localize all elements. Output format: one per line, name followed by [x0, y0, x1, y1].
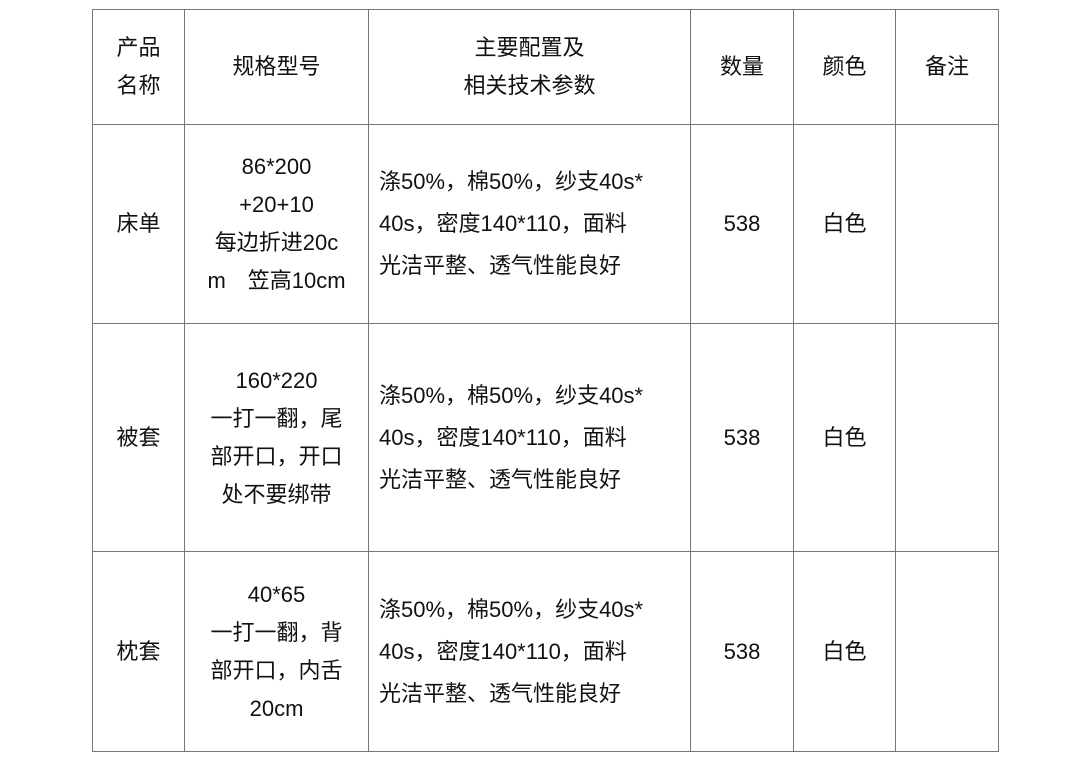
- cell-config: 涤50%，棉50%，纱支40s* 40s，密度140*110，面料 光洁平整、透气性…: [368, 551, 691, 752]
- cell-text: 白色: [822, 638, 867, 664]
- header-spec: 规格型号: [184, 9, 369, 125]
- cell-text: 涤50%，棉50%，纱支40s*: [379, 596, 644, 622]
- header-text: 主要配置及: [474, 35, 585, 60]
- cell-text: 一打一翻，尾: [210, 405, 343, 431]
- header-text: 数量: [719, 54, 764, 79]
- cell-text: 光洁平整、透气性能良好: [379, 466, 622, 492]
- cell-text: 部开口，开口: [210, 443, 343, 469]
- cell-remark: [895, 124, 999, 324]
- header-text: 备注: [924, 54, 969, 79]
- cell-text: 部开口，内舌: [210, 657, 343, 683]
- header-quantity: 数量: [690, 9, 794, 125]
- cell-text: 每边折进20c: [214, 230, 339, 255]
- cell-text: 40*65: [247, 581, 306, 607]
- header-row: 产品 名称 规格型号 主要配置及 相关技术参数 数量 颜色 备注: [92, 9, 999, 125]
- table-row: 被套 160*220 一打一翻，尾 部开口，开口 处不要绑带 涤50%，棉50%，纱支40…: [92, 323, 999, 552]
- cell-remark: [895, 323, 999, 552]
- cell-text: 涤50%，棉50%，纱支40s*: [379, 382, 644, 408]
- cell-text: 160*220: [235, 367, 318, 393]
- header-remark: 备注: [895, 9, 999, 125]
- cell-product-name: 枕套: [92, 551, 185, 752]
- cell-text: 一打一翻，背: [210, 619, 343, 645]
- cell-text: 白色: [822, 424, 867, 450]
- cell-product-name: 被套: [92, 323, 185, 552]
- cell-text: 40s，密度140*110，面料: [379, 211, 627, 236]
- header-text: 规格型号: [232, 54, 321, 79]
- product-spec-table: 产品 名称 规格型号 主要配置及 相关技术参数 数量 颜色 备注 床单 86*20…: [92, 9, 999, 752]
- cell-text: 床单: [116, 211, 161, 236]
- cell-text: 枕套: [116, 638, 161, 664]
- cell-color: 白色: [793, 323, 896, 552]
- cell-text: 涤50%，棉50%，纱支40s*: [379, 169, 644, 194]
- cell-text: 被套: [116, 424, 161, 450]
- cell-spec: 160*220 一打一翻，尾 部开口，开口 处不要绑带: [184, 323, 369, 552]
- cell-text: 白色: [822, 211, 867, 236]
- cell-text: +20+10: [239, 192, 314, 217]
- cell-color: 白色: [793, 551, 896, 752]
- cell-text: 光洁平整、透气性能良好: [379, 680, 622, 706]
- cell-text: 光洁平整、透气性能良好: [379, 253, 622, 278]
- cell-text: 86*200: [241, 154, 312, 179]
- header-text: 颜色: [822, 54, 867, 79]
- cell-text: 20cm: [249, 695, 304, 721]
- cell-config: 涤50%，棉50%，纱支40s* 40s，密度140*110，面料 光洁平整、透气性…: [368, 323, 691, 552]
- cell-text: 处不要绑带: [221, 481, 332, 507]
- cell-text: 538: [723, 211, 761, 236]
- cell-remark: [895, 551, 999, 752]
- header-product-name: 产品 名称: [92, 9, 185, 125]
- cell-text: 40s，密度140*110，面料: [379, 638, 627, 664]
- cell-product-name: 床单: [92, 124, 185, 324]
- header-text: 相关技术参数: [463, 73, 596, 98]
- header-config: 主要配置及 相关技术参数: [368, 9, 691, 125]
- header-text: 产品: [116, 35, 161, 60]
- cell-text: 538: [723, 424, 761, 450]
- table-row: 床单 86*200 +20+10 每边折进20c m 笠高10cm 涤50%，棉50%，纱…: [92, 124, 999, 324]
- cell-text: 40s，密度140*110，面料: [379, 424, 627, 450]
- cell-text: 538: [723, 638, 761, 664]
- cell-text: m 笠高10cm: [207, 268, 346, 293]
- cell-config: 涤50%，棉50%，纱支40s* 40s，密度140*110，面料 光洁平整、透气性…: [368, 124, 691, 324]
- header-color: 颜色: [793, 9, 896, 125]
- cell-quantity: 538: [690, 551, 794, 752]
- cell-quantity: 538: [690, 124, 794, 324]
- cell-spec: 40*65 一打一翻，背 部开口，内舌 20cm: [184, 551, 369, 752]
- table-row: 枕套 40*65 一打一翻，背 部开口，内舌 20cm 涤50%，棉50%，纱支40s* 4…: [92, 551, 999, 752]
- cell-quantity: 538: [690, 323, 794, 552]
- cell-spec: 86*200 +20+10 每边折进20c m 笠高10cm: [184, 124, 369, 324]
- cell-color: 白色: [793, 124, 896, 324]
- header-text: 名称: [116, 73, 161, 98]
